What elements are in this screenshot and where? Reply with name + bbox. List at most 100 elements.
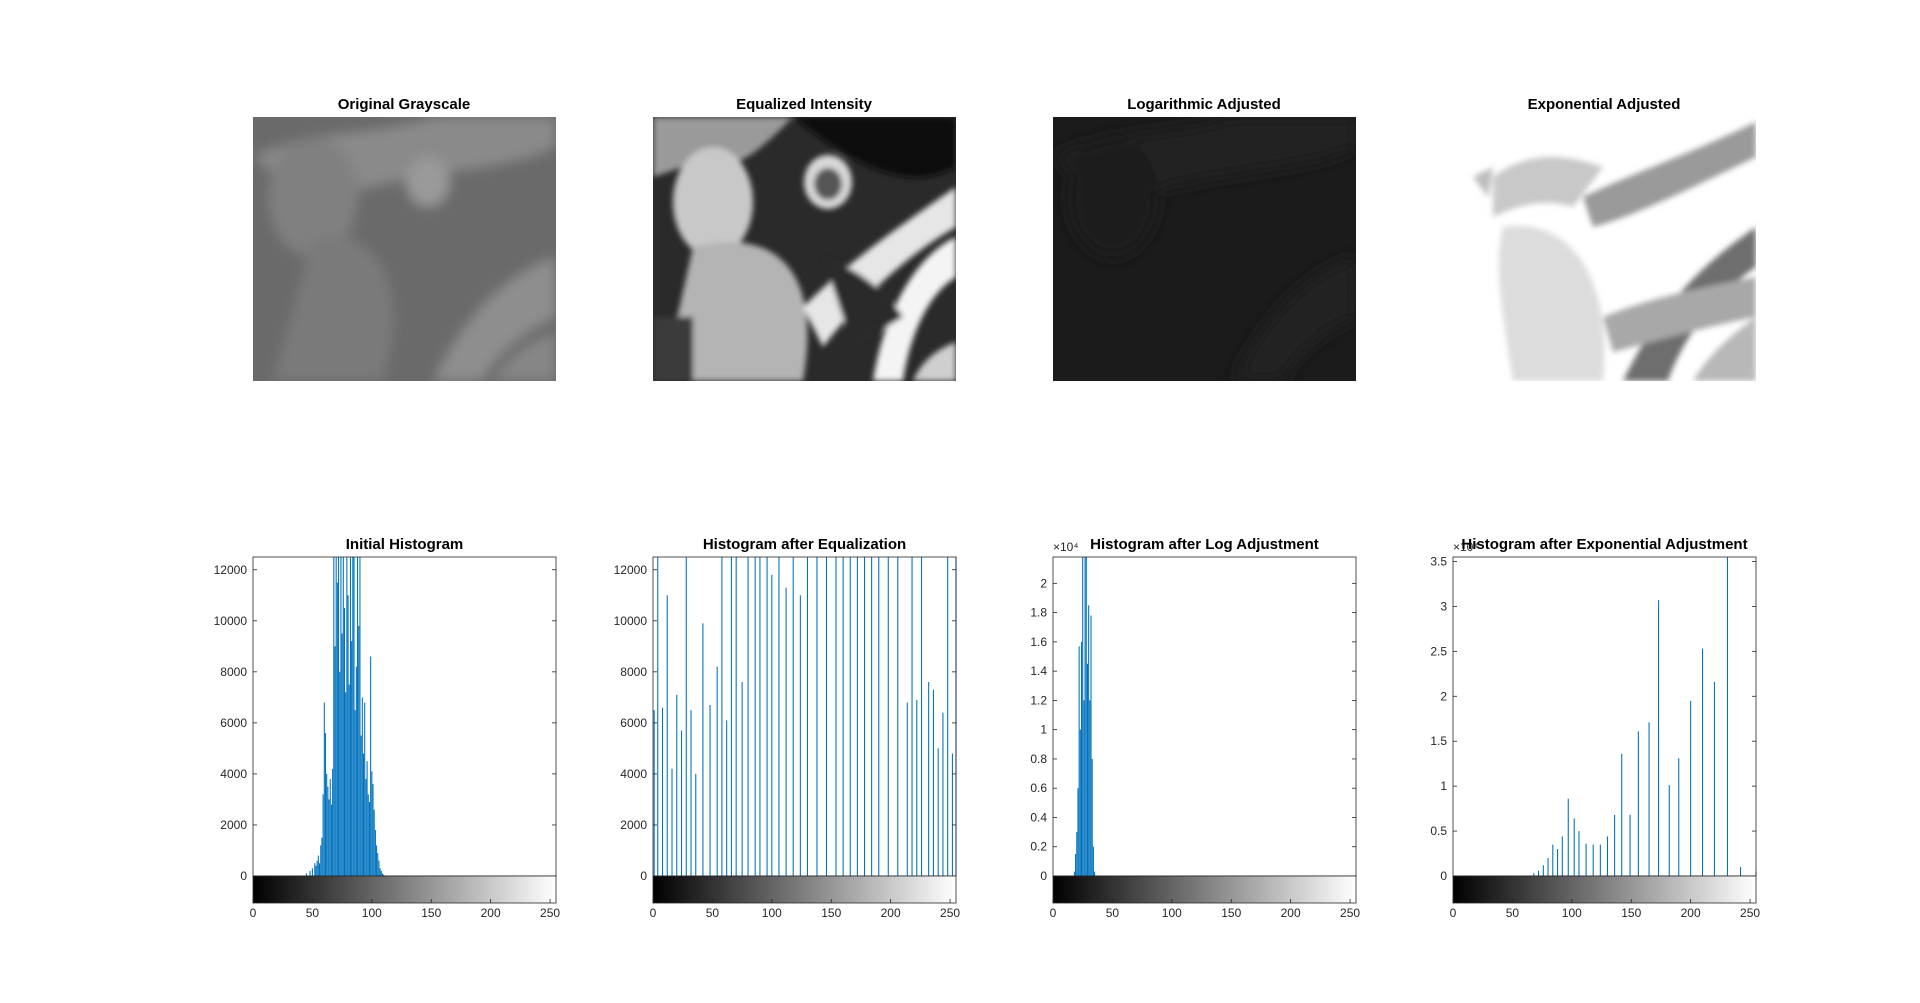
y-tick-label: 6000 [220,716,247,730]
histogram-bar [1690,700,1692,876]
histogram-bar [721,557,723,876]
histogram-bar [771,574,773,876]
histogram-bar [373,809,375,876]
histogram-bar [330,804,332,876]
log-histogram-chart: 0 0.2 0.4 0.6 0.8 1 1.2 1.4 1.6 1.8 2 ×10⁴ Histogram… [1030,536,1360,920]
histogram-bar [1557,849,1559,876]
grayscale-colorbar [252,875,557,904]
histogram-bar [726,720,728,876]
histogram-bar [1726,557,1729,876]
histogram-bar [334,646,336,876]
histogram-bar [360,735,362,876]
histogram-bar [1080,641,1083,876]
histogram-bar [370,656,372,876]
histogram-bar [1084,557,1086,876]
histogram-bar [1658,600,1660,876]
histogram-bar [653,710,655,876]
x-tick-label: 150 [1621,906,1641,920]
y-tick-label: 8000 [620,665,647,679]
histogram-bar [351,641,353,876]
histogram-bar [1075,854,1077,876]
histogram-bar [730,557,732,876]
histogram-bar [947,557,949,876]
histogram-bar [367,794,369,876]
histogram-bar [1091,758,1093,876]
histogram-bar [378,860,380,876]
grayscale-colorbar [1052,875,1357,904]
histogram-bar [911,557,913,876]
histogram-bar [1090,615,1092,876]
x-tick-label: 100 [362,906,382,920]
x-tick-label: 250 [1740,906,1760,920]
histogram-bar [1538,870,1540,876]
histogram-bar [1092,846,1094,876]
histogram-bar [376,845,378,876]
histogram-bar [671,768,673,876]
histogram-bar [365,779,367,876]
histogram-bar [316,860,318,876]
histogram-bar [759,557,761,876]
x-tick-label: 200 [481,906,501,920]
histogram-bar [355,666,357,876]
histogram-bar [371,771,373,876]
histogram-bar [928,682,930,876]
grayscale-colorbar [652,875,957,904]
histogram-bar [1088,605,1090,876]
plot-area [1053,557,1356,876]
histogram-bar [1076,832,1078,876]
histogram-bar [323,702,325,876]
histogram-bar [1740,867,1742,876]
histogram-bar [825,557,828,876]
plot-area [653,557,956,876]
x-tick-label: 150 [821,906,841,920]
y-tick-label: 10000 [614,614,648,628]
histogram-bar [1592,844,1594,876]
histogram-bar [1621,753,1623,876]
histogram-bar [383,874,385,876]
histogram-bar [951,753,953,876]
histogram-bar [339,671,341,876]
y-tick-label: 0.6 [1030,781,1047,795]
y-tick-label: 2.5 [1430,644,1447,658]
histogram-bar [327,786,329,876]
y-tick-label: 0 [1040,869,1047,883]
histogram-title: Histogram after Exponential Adjustment [1461,536,1747,553]
histogram-bar [849,557,851,876]
histogram-bar [766,557,768,876]
y-tick-label: 1.2 [1030,693,1047,707]
histogram-title: Histogram after Equalization [703,536,906,553]
histogram-bar [346,557,348,876]
exponential-adjusted-image [1453,117,1756,381]
histogram-bar [326,773,328,876]
equalized-image-title: Equalized Intensity [736,96,872,113]
histogram-bar [315,865,317,876]
y-tick-label: 0 [240,869,247,883]
x-tick-label: 200 [1681,906,1701,920]
histogram-bar [842,557,844,876]
plot-area [1453,557,1756,876]
x-tick-label: 250 [1340,906,1360,920]
histogram-bar [906,702,908,876]
x-tick-label: 0 [1450,906,1457,920]
histogram-bar [747,557,749,876]
histogram-bar [1585,843,1587,876]
histogram-bar [741,682,743,876]
histogram-title: Histogram after Log Adjustment [1090,536,1319,553]
histogram-bar [709,705,711,876]
x-tick-label: 150 [1221,906,1241,920]
y-tick-label: 12000 [614,563,648,577]
y-exponent-label: ×10⁴ [1453,540,1479,554]
x-tick-label: 0 [650,906,657,920]
histogram-bar [348,684,350,876]
histogram-bar [1086,663,1088,876]
x-tick-label: 50 [1106,906,1120,920]
histogram-bar [1078,646,1080,876]
histogram-bar [347,595,349,876]
y-tick-label: 2000 [220,818,247,832]
log-image-title: Logarithmic Adjusted [1127,96,1281,113]
histogram-bar [364,702,366,876]
histogram-bar [1547,858,1549,876]
histogram-bar [352,557,354,876]
histogram-bar [342,557,344,876]
